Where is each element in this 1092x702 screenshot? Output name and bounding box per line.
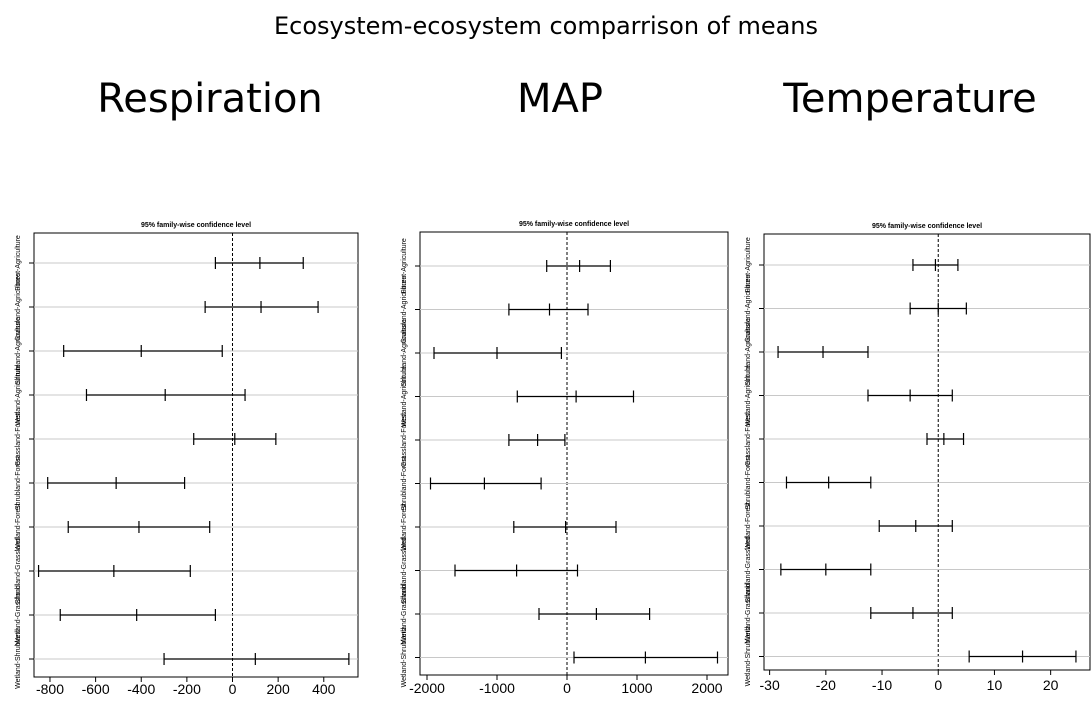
main-title: Ecosystem-ecosystem comparrison of means [273,12,819,40]
plot-frame [419,231,729,676]
category-label: Grassland-Agriculture [745,275,752,343]
plot-subtitle: 95% family-wise confidence level [872,223,982,230]
x-tick-label: 10 [987,677,1003,693]
category-label: Forest-Agriculture [745,237,752,293]
x-tick-label: 20 [1043,677,1059,693]
category-label: Shrubland-Forest [15,456,22,510]
category-label: Wetland-Shrubland [401,628,408,688]
x-tick-label: 0 [934,677,942,693]
panel-title-respiration: Respiration [97,76,323,122]
category-label: Grassland-Agriculture [401,276,408,344]
category-label: Wetland-Grassland [745,583,752,643]
category-label: Grassland-Forest [401,413,408,467]
plot-subtitle: 95% family-wise confidence level [519,221,629,228]
x-tick-label: -20 [816,677,836,693]
x-tick-label: 0 [563,680,571,696]
category-label: Wetland-Shrubland [745,627,752,687]
x-tick-label: 1000 [621,680,652,696]
category-label: Wetland-Forest [401,503,408,551]
category-label: Forest-Agriculture [401,238,408,294]
x-tick-label: 0 [229,681,237,697]
category-label: Shrubland-Agriculture [401,319,408,387]
category-label: Shrubland-Grassland [401,537,408,603]
x-tick-label: -600 [82,681,110,697]
category-label: Wetland-Forest [15,503,22,551]
category-label: Grassland-Forest [15,412,22,466]
plot-frame [33,232,359,678]
category-label: Grassland-Forest [745,412,752,466]
temperature-interval-chart: 95% family-wise confidence level Forest-A… [745,223,1091,693]
category-label: Wetland-Grassland [15,585,22,645]
x-tick-label: -400 [127,681,155,697]
map-interval-chart: 95% family-wise confidence level Forest-A… [401,221,729,696]
plot-frame [763,233,1091,671]
panel-title-temperature: Temperature [783,76,1037,122]
category-label: Wetland-Agriculture [401,366,408,427]
x-tick-label: 400 [312,681,336,697]
x-tick-label: -200 [173,681,201,697]
category-label: Shrubland-Forest [745,455,752,509]
category-label: Wetland-Agriculture [15,364,22,425]
plot-subtitle: 95% family-wise confidence level [141,222,251,229]
category-label: Shrubland-Forest [401,456,408,510]
category-label: Shrubland-Agriculture [15,317,22,385]
panel-title-map: MAP [517,76,603,122]
x-tick-label: -800 [36,681,64,697]
x-tick-label: -10 [872,677,892,693]
x-tick-label: 200 [266,681,290,697]
respiration-interval-chart: 95% family-wise confidence level Forest-A… [15,222,359,697]
x-tick-label: 2000 [691,680,722,696]
category-label: Forest-Agriculture [15,235,22,291]
category-label: Wetland-Grassland [401,584,408,644]
category-label: Wetland-Forest [745,502,752,550]
category-label: Grassland-Agriculture [15,273,22,341]
category-label: Shrubland-Grassland [15,538,22,604]
x-tick-label: -1000 [479,680,515,696]
category-label: Shrubland-Agriculture [745,318,752,386]
x-tick-label: -30 [760,677,780,693]
category-label: Shrubland-Grassland [745,536,752,602]
x-tick-label: -2000 [409,680,445,696]
category-label: Wetland-Agriculture [745,365,752,426]
category-label: Wetland-Shrubland [15,629,22,689]
